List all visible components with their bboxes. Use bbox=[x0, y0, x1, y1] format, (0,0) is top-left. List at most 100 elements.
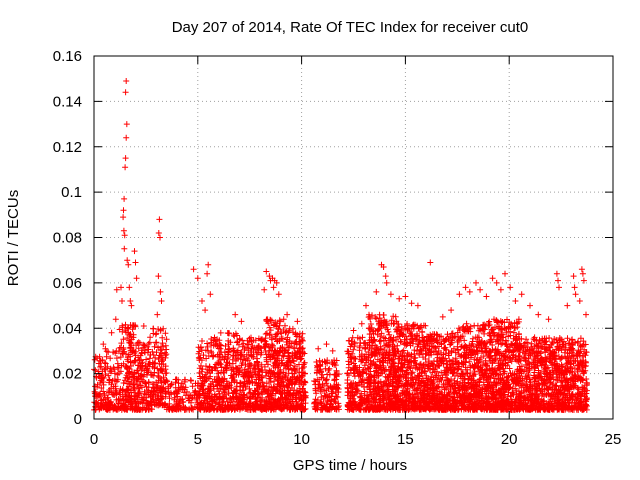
data-point bbox=[121, 348, 128, 355]
data-point bbox=[245, 341, 252, 348]
data-point bbox=[134, 381, 140, 388]
data-point bbox=[280, 316, 287, 323]
data-point bbox=[245, 352, 252, 358]
data-point bbox=[217, 379, 224, 386]
data-point bbox=[299, 330, 306, 337]
data-point bbox=[312, 405, 319, 412]
data-point bbox=[317, 384, 324, 391]
data-point bbox=[160, 365, 166, 372]
data-point bbox=[138, 372, 145, 379]
data-point bbox=[152, 354, 159, 361]
data-point bbox=[117, 354, 124, 361]
data-point bbox=[117, 391, 124, 398]
data-point bbox=[199, 366, 206, 373]
data-point bbox=[361, 362, 368, 369]
data-point bbox=[216, 393, 223, 400]
data-point bbox=[226, 382, 233, 389]
data-point bbox=[134, 367, 140, 374]
data-point bbox=[267, 327, 274, 334]
data-point bbox=[98, 397, 105, 404]
data-point bbox=[367, 357, 374, 364]
data-point bbox=[234, 402, 241, 409]
data-point bbox=[312, 387, 319, 394]
data-point bbox=[375, 318, 382, 325]
data-point bbox=[292, 379, 299, 386]
data-point bbox=[265, 361, 271, 368]
data-point bbox=[289, 373, 296, 380]
data-point bbox=[202, 390, 208, 397]
data-point bbox=[282, 399, 289, 406]
data-point bbox=[125, 324, 132, 331]
data-point bbox=[219, 376, 226, 383]
data-point bbox=[321, 382, 327, 389]
data-point bbox=[149, 381, 156, 388]
data-point bbox=[297, 376, 304, 383]
data-point bbox=[275, 326, 282, 333]
data-point bbox=[216, 403, 223, 410]
data-point bbox=[138, 357, 145, 364]
data-point bbox=[150, 325, 157, 332]
data-point bbox=[110, 349, 117, 356]
data-point bbox=[375, 349, 382, 356]
data-point bbox=[200, 377, 207, 384]
data-point bbox=[385, 342, 392, 349]
data-point bbox=[135, 392, 142, 399]
data-point bbox=[101, 359, 108, 366]
data-point bbox=[222, 343, 229, 349]
data-point bbox=[273, 352, 280, 359]
data-point bbox=[369, 388, 376, 395]
data-point bbox=[217, 329, 224, 336]
data-point bbox=[128, 398, 135, 405]
data-point bbox=[225, 349, 232, 356]
data-point bbox=[267, 390, 274, 397]
data-point bbox=[220, 382, 227, 389]
data-point bbox=[354, 334, 361, 341]
data-point bbox=[367, 326, 374, 333]
data-point bbox=[97, 357, 103, 364]
data-point bbox=[207, 380, 214, 387]
data-point bbox=[326, 371, 333, 378]
data-point bbox=[216, 390, 223, 397]
data-point bbox=[372, 406, 379, 413]
data-point bbox=[200, 352, 207, 359]
data-point bbox=[350, 370, 357, 377]
data-point bbox=[106, 376, 113, 383]
data-point bbox=[360, 383, 367, 390]
data-point bbox=[267, 406, 274, 413]
data-point bbox=[204, 399, 211, 406]
data-point bbox=[361, 355, 368, 361]
data-point bbox=[386, 381, 393, 388]
data-point bbox=[199, 338, 205, 344]
data-point bbox=[236, 335, 243, 342]
data-point bbox=[380, 387, 387, 394]
data-point bbox=[334, 394, 341, 401]
data-point bbox=[217, 341, 223, 348]
data-point bbox=[366, 371, 373, 378]
data-point bbox=[356, 364, 363, 371]
data-point bbox=[261, 363, 268, 370]
data-point bbox=[162, 330, 169, 337]
data-point bbox=[390, 313, 397, 320]
data-point bbox=[196, 405, 203, 412]
data-point bbox=[382, 335, 389, 342]
data-point bbox=[111, 366, 118, 373]
data-point bbox=[277, 369, 284, 375]
data-point bbox=[254, 359, 261, 366]
data-point bbox=[333, 373, 340, 380]
data-point bbox=[272, 333, 279, 340]
data-point bbox=[158, 346, 165, 353]
data-point bbox=[350, 346, 357, 353]
data-point bbox=[366, 313, 373, 320]
data-point bbox=[162, 352, 169, 359]
data-point bbox=[92, 367, 99, 374]
data-point bbox=[372, 346, 379, 353]
data-point bbox=[248, 373, 255, 380]
data-point bbox=[150, 391, 157, 398]
data-point bbox=[217, 360, 224, 367]
data-point bbox=[237, 396, 244, 403]
data-point bbox=[138, 365, 145, 372]
data-point bbox=[265, 394, 271, 400]
data-point bbox=[389, 347, 396, 354]
data-point bbox=[180, 404, 187, 411]
data-points bbox=[91, 78, 590, 413]
